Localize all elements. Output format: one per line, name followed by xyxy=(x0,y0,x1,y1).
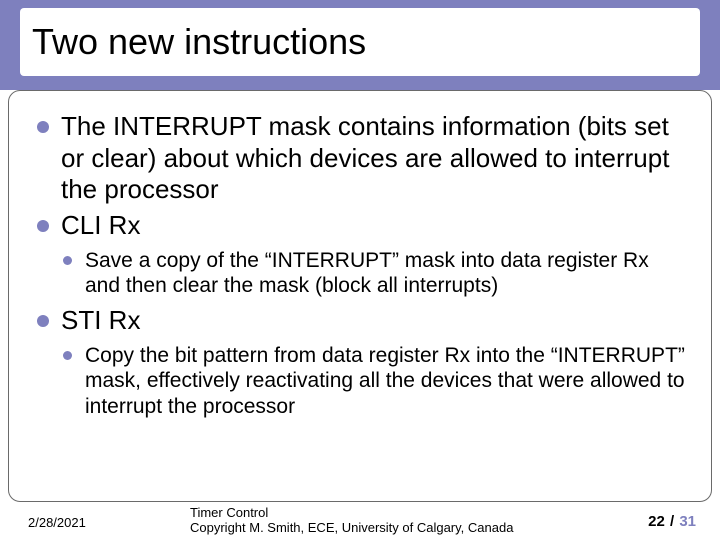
footer-date: 2/28/2021 xyxy=(28,515,86,530)
bullet-item: The INTERRUPT mask contains information … xyxy=(33,111,687,206)
slide: Two new instructions The INTERRUPT mask … xyxy=(0,0,720,540)
sub-bullet-list: Copy the bit pattern from data register … xyxy=(61,343,687,420)
slide-title: Two new instructions xyxy=(32,21,366,63)
page-sep: / xyxy=(665,513,680,530)
page-current: 22 xyxy=(648,513,665,530)
sub-bullet-item: Copy the bit pattern from data register … xyxy=(61,343,687,420)
footer: 2/28/2021 Timer Control Copyright M. Smi… xyxy=(0,502,720,540)
bullet-text: STI Rx xyxy=(61,305,687,337)
footer-credit-line2: Copyright M. Smith, ECE, University of C… xyxy=(190,520,513,535)
sub-bullet-text: Copy the bit pattern from data register … xyxy=(85,343,687,420)
footer-pager: 22 / 31 xyxy=(648,513,696,530)
bullet-list: The INTERRUPT mask contains information … xyxy=(33,111,687,420)
bullet-text: CLI Rx xyxy=(61,210,687,242)
bullet-item: CLI Rx Save a copy of the “INTERRUPT” ma… xyxy=(33,210,687,299)
bullet-text: The INTERRUPT mask contains information … xyxy=(61,111,687,206)
sub-bullet-text: Save a copy of the “INTERRUPT” mask into… xyxy=(85,248,687,299)
bullet-item: STI Rx Copy the bit pattern from data re… xyxy=(33,305,687,420)
sub-bullet-item: Save a copy of the “INTERRUPT” mask into… xyxy=(61,248,687,299)
footer-credit: Timer Control Copyright M. Smith, ECE, U… xyxy=(190,505,513,536)
content-panel: The INTERRUPT mask contains information … xyxy=(8,90,712,502)
title-box: Two new instructions xyxy=(20,8,700,76)
page-total: 31 xyxy=(679,513,696,530)
footer-credit-line1: Timer Control xyxy=(190,505,268,520)
sub-bullet-list: Save a copy of the “INTERRUPT” mask into… xyxy=(61,248,687,299)
